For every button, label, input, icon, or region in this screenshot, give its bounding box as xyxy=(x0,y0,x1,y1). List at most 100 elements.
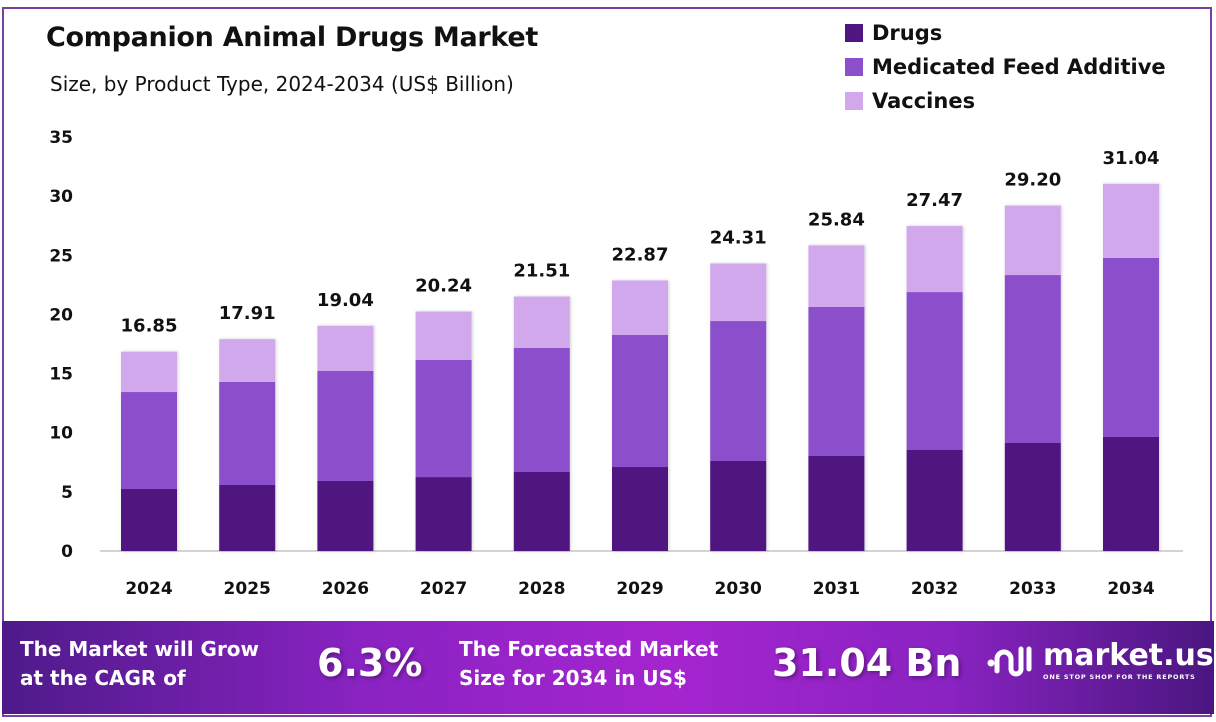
legend-swatch-drugs xyxy=(845,24,863,42)
x-tick-label: 2025 xyxy=(224,579,271,599)
cagr-text-line2: at the CAGR of xyxy=(20,666,186,690)
forecast-value: 31.04 Bn xyxy=(772,641,962,685)
bar-segment-drugs xyxy=(219,484,276,551)
y-axis: 0 5 10 15 20 25 30 35 xyxy=(49,128,73,562)
x-tick-label: 2034 xyxy=(1107,579,1154,599)
bar-segment-medicated-feed-additive xyxy=(1004,275,1061,444)
bar-stack-2030 xyxy=(710,263,767,551)
legend-swatch-vaccines xyxy=(845,92,863,110)
bars-group: 16.85 17.91 19.04 20.24 21.51 22.87 24.31 25.84… xyxy=(121,148,1160,551)
bar-total-label: 20.24 xyxy=(415,276,472,297)
x-tick-label: 2028 xyxy=(518,579,565,599)
bar-segment-drugs xyxy=(513,471,570,551)
bar-segment-drugs xyxy=(808,456,865,551)
bar-segment-vaccines xyxy=(710,263,767,322)
bar-stack-2027 xyxy=(415,311,472,551)
cagr-text-line1: The Market will Grow xyxy=(20,637,260,661)
x-axis: 2024 2025 2026 2027 2028 2029 2030 2031 2032 2033… xyxy=(125,579,1154,599)
bar-segment-vaccines xyxy=(121,351,177,393)
legend: Drugs Medicated Feed Additive Vaccines xyxy=(845,16,1166,118)
bar-total-label: 27.47 xyxy=(906,190,963,211)
bar-segment-vaccines xyxy=(1004,205,1061,276)
bar-segment-vaccines xyxy=(317,325,374,371)
brand-tagline: ONE STOP SHOP FOR THE REPORTS xyxy=(1043,673,1196,681)
y-tick-label: 5 xyxy=(61,483,73,503)
y-tick-label: 30 xyxy=(49,187,73,207)
bar-total-label: 29.20 xyxy=(1004,170,1061,191)
legend-item-drugs: Drugs xyxy=(845,16,1166,50)
bar-total-label: 21.51 xyxy=(513,261,570,282)
brand-logo: market.us ONE STOP SHOP FOR THE REPORTS xyxy=(987,641,1214,681)
bar-segment-medicated-feed-additive xyxy=(415,359,472,478)
bar-segment-vaccines xyxy=(612,280,668,336)
bar-segment-vaccines xyxy=(906,226,963,293)
bar-stack-2032 xyxy=(906,226,963,551)
bar-segment-vaccines xyxy=(415,311,472,360)
bar-segment-medicated-feed-additive xyxy=(906,292,963,450)
bar-total-label: 19.04 xyxy=(317,290,374,311)
brand-text: market.us ONE STOP SHOP FOR THE REPORTS xyxy=(1043,638,1214,682)
forecast-text-line1: The Forecasted Market xyxy=(459,637,719,661)
x-tick-label: 2031 xyxy=(813,579,860,599)
bar-segment-medicated-feed-additive xyxy=(219,381,276,485)
bar-segment-medicated-feed-additive xyxy=(317,370,374,481)
bar-stack-2034 xyxy=(1103,183,1159,551)
bar-total-label: 17.91 xyxy=(219,303,276,324)
bar-segment-medicated-feed-additive xyxy=(612,335,668,468)
market-us-logo-icon xyxy=(987,646,1032,677)
forecast-text-line2: Size for 2034 in US$ xyxy=(459,666,687,690)
cagr-value: 6.3% xyxy=(317,641,423,685)
chart-subtitle: Size, by Product Type, 2024-2034 (US$ Bi… xyxy=(50,72,514,96)
bar-total-label: 22.87 xyxy=(612,244,669,265)
x-tick-label: 2024 xyxy=(125,579,172,599)
bar-total-label: 31.04 xyxy=(1103,148,1160,169)
chart-title: Companion Animal Drugs Market xyxy=(46,22,538,53)
y-tick-label: 35 xyxy=(49,128,73,148)
bar-total-label: 25.84 xyxy=(808,209,865,230)
x-tick-label: 2030 xyxy=(715,579,762,599)
bar-segment-drugs xyxy=(317,480,374,551)
bar-segment-medicated-feed-additive xyxy=(121,392,177,490)
bar-stack-2026 xyxy=(317,325,374,551)
bar-stack-2028 xyxy=(513,296,570,551)
bar-segment-drugs xyxy=(906,449,963,551)
bar-segment-drugs xyxy=(415,477,472,551)
x-tick-label: 2033 xyxy=(1009,579,1056,599)
bar-segment-drugs xyxy=(710,460,767,551)
x-tick-label: 2032 xyxy=(911,579,958,599)
bar-segment-medicated-feed-additive xyxy=(1103,258,1159,437)
x-tick-label: 2029 xyxy=(616,579,663,599)
legend-label-medicated-feed-additive: Medicated Feed Additive xyxy=(872,55,1166,79)
legend-label-drugs: Drugs xyxy=(872,21,943,45)
legend-item-vaccines: Vaccines xyxy=(845,84,1166,118)
legend-swatch-medicated-feed-additive xyxy=(845,58,863,76)
chart-frame xyxy=(2,7,1212,717)
y-tick-label: 25 xyxy=(49,246,73,266)
y-tick-label: 20 xyxy=(49,305,73,325)
bar-stack-2031 xyxy=(808,245,865,551)
legend-label-vaccines: Vaccines xyxy=(872,89,976,113)
brand-name: market.us xyxy=(1043,638,1214,673)
bar-segment-drugs xyxy=(612,467,668,551)
bar-segment-drugs xyxy=(1103,436,1159,551)
bar-segment-vaccines xyxy=(219,339,276,382)
bar-segment-medicated-feed-additive xyxy=(710,321,767,461)
bar-stack-2024 xyxy=(121,351,177,551)
bar-segment-drugs xyxy=(121,489,177,551)
x-tick-label: 2027 xyxy=(420,579,467,599)
legend-item-medicated-feed-additive: Medicated Feed Additive xyxy=(845,50,1166,84)
bar-segment-medicated-feed-additive xyxy=(513,348,570,472)
y-tick-label: 0 xyxy=(61,542,73,562)
bar-stack-2029 xyxy=(612,280,668,551)
x-tick-label: 2026 xyxy=(322,579,369,599)
y-tick-label: 10 xyxy=(49,424,73,444)
bar-segment-vaccines xyxy=(808,245,865,307)
bar-total-label: 24.31 xyxy=(710,227,767,248)
bar-segment-medicated-feed-additive xyxy=(808,306,865,457)
bar-segment-drugs xyxy=(1004,443,1061,551)
bar-stack-2033 xyxy=(1004,205,1061,551)
forecast-description: The Forecasted Market Size for 2034 in U… xyxy=(459,635,718,693)
bar-segment-vaccines xyxy=(1103,183,1159,259)
bar-total-label: 16.85 xyxy=(121,316,178,337)
